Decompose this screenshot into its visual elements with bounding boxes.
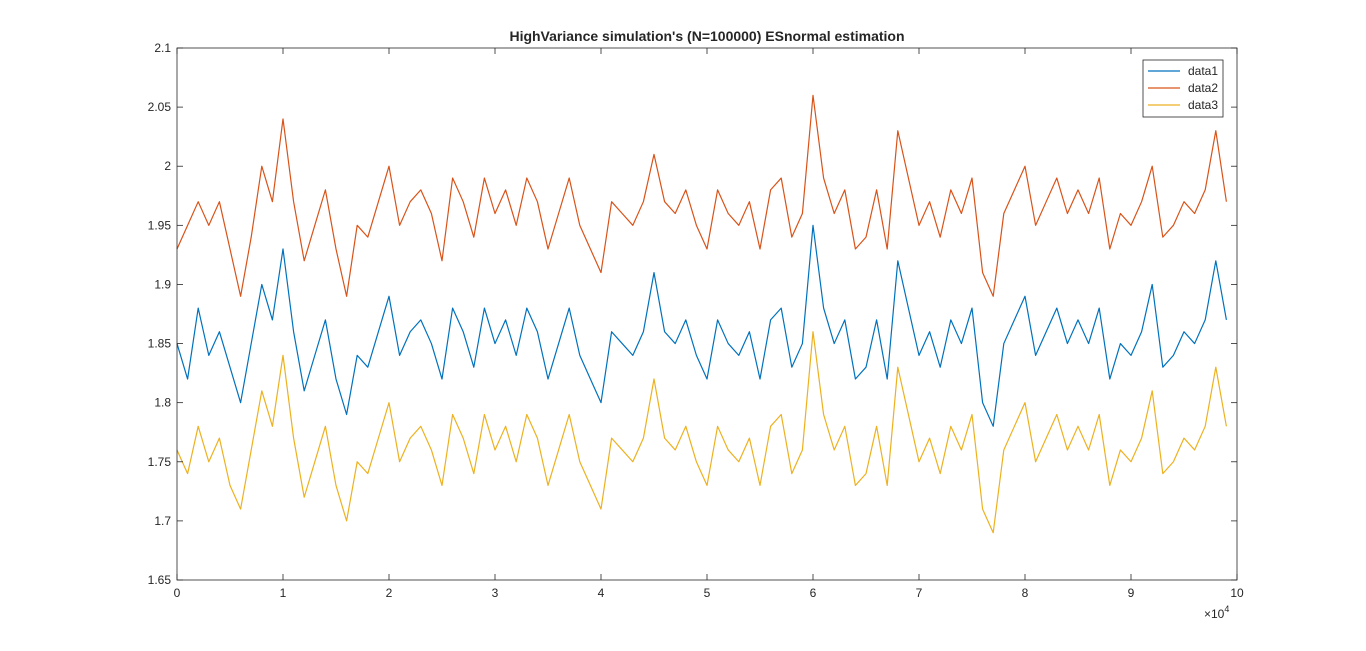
x-tick-label: 9 — [1128, 586, 1135, 600]
y-axis: 1.65 1.7 1.75 1.8 1.85 1.9 1.95 2 2.05 2.1 — [148, 41, 1237, 587]
y-tick-label: 2.05 — [148, 100, 172, 114]
legend-label-data3: data3 — [1188, 98, 1218, 112]
legend-entry-data3: data3 — [1148, 98, 1218, 112]
x-tick-label: 0 — [174, 586, 181, 600]
legend-label-data1: data1 — [1188, 64, 1218, 78]
x-tick-label: 8 — [1022, 586, 1029, 600]
y-tick-label: 1.7 — [154, 514, 171, 528]
series-line-data3 — [176, 331, 1227, 534]
x-tick-label: 6 — [810, 586, 817, 600]
x-tick-label: 3 — [492, 586, 499, 600]
y-tick-label: 1.85 — [148, 337, 172, 351]
y-tick-label: 1.95 — [148, 218, 172, 232]
series-line-data2 — [176, 94, 1227, 297]
legend-entry-data1: data1 — [1148, 64, 1218, 78]
x-tick-label: 7 — [916, 586, 923, 600]
x-exponent-label: ×104 — [1204, 604, 1229, 621]
chart-title: HighVariance simulation's (N=100000) ESn… — [509, 28, 904, 44]
x-tick-label: 5 — [704, 586, 711, 600]
x-tick-label: 1 — [280, 586, 287, 600]
plot-area: 0 1 2 3 4 5 6 7 8 9 10 1.65 1.7 1.75 1.8 1.85 1.9 1.95 2 2… — [148, 41, 1244, 621]
axes-background — [177, 48, 1237, 580]
x-tick-label: 2 — [386, 586, 393, 600]
series-line-data1 — [176, 224, 1227, 427]
legend-label-data2: data2 — [1188, 81, 1218, 95]
y-tick-label: 2.1 — [154, 41, 171, 55]
x-tick-label: 4 — [598, 586, 605, 600]
series-layer — [176, 94, 1227, 534]
x-exponent-power: 4 — [1224, 604, 1229, 614]
y-tick-label: 1.65 — [148, 573, 172, 587]
legend: data1 data2 data3 — [1142, 59, 1224, 118]
legend-entry-data2: data2 — [1148, 81, 1218, 95]
y-tick-label: 1.9 — [154, 277, 171, 291]
y-tick-label: 1.8 — [154, 396, 171, 410]
y-tick-label: 2 — [164, 159, 171, 173]
x-tick-label: 10 — [1230, 586, 1244, 600]
x-exponent-base: ×10 — [1204, 607, 1225, 621]
x-axis: 0 1 2 3 4 5 6 7 8 9 10 — [174, 48, 1244, 600]
y-tick-label: 1.75 — [148, 455, 172, 469]
